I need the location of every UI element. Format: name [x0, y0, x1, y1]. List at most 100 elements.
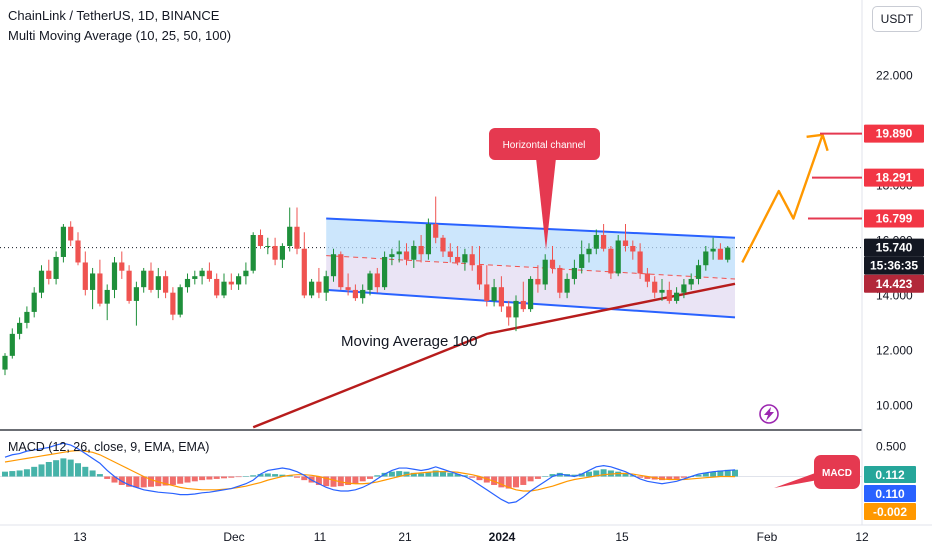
candle-body: [593, 235, 599, 249]
candle-body: [498, 287, 504, 307]
macd-histogram-bar: [23, 469, 30, 477]
callout-box: [489, 128, 600, 160]
candle-body: [557, 267, 563, 293]
macd-histogram-bar: [53, 460, 60, 477]
candle-body: [294, 226, 300, 249]
candle-body: [111, 262, 118, 290]
projection-arrowhead: [806, 133, 829, 152]
macd-histogram-bar: [622, 472, 629, 477]
macd-histogram-bar: [352, 476, 359, 484]
macd-histogram-bar: [534, 476, 541, 479]
candle-body: [695, 265, 702, 279]
candle-body: [615, 240, 621, 274]
macd-histogram-bar: [38, 464, 45, 477]
macd-histogram-bar: [724, 469, 731, 477]
candle-body: [571, 267, 577, 279]
macd-histogram-bar: [330, 476, 337, 487]
candle-body: [53, 256, 59, 279]
lightning-bolt: [764, 407, 774, 421]
candle-body: [236, 276, 242, 285]
candle-body: [688, 278, 694, 285]
macd-histogram-bar: [315, 476, 322, 485]
candle-body: [469, 254, 475, 266]
price-label-text: 16.799: [876, 212, 913, 226]
macd-histogram-bar: [607, 470, 614, 477]
candle-body: [637, 251, 643, 274]
macd-histogram-bar: [213, 476, 220, 479]
candle-body: [75, 240, 81, 263]
macd-histogram-bar: [418, 473, 425, 477]
macd-histogram-bar: [367, 476, 373, 479]
macd-histogram-bar: [242, 476, 249, 477]
candle-body: [411, 245, 417, 260]
time-tick-label: 15: [615, 530, 629, 544]
candle-body: [717, 248, 723, 260]
candle-body: [82, 262, 88, 290]
macd-histogram-bar: [710, 471, 717, 477]
candle-body: [666, 289, 672, 301]
macd-title: MACD (12, 26, close, 9, EMA, EMA): [8, 440, 210, 454]
macd-histogram-bar: [169, 476, 176, 485]
candle-body: [330, 254, 337, 277]
macd-histogram-bar: [702, 472, 709, 477]
price-label-text: 18.291: [876, 171, 913, 185]
candle-body: [163, 276, 169, 293]
macd-histogram-bar: [505, 476, 512, 489]
macd-line: [4, 442, 736, 504]
macd-histogram-bar: [374, 475, 381, 477]
candle-body: [564, 278, 570, 293]
macd-histogram-bar: [695, 474, 702, 477]
horizontal-channel-callout: Horizontal channel: [489, 128, 600, 250]
macd-histogram-bar: [148, 476, 154, 487]
callout-text: Horizontal channel: [503, 140, 586, 151]
candle-body: [272, 245, 278, 260]
candle-body: [170, 292, 176, 315]
macd-histogram-bar: [126, 476, 133, 487]
price-label-text: 19.890: [876, 127, 913, 141]
candle-body: [24, 311, 30, 323]
macd-histogram-bar: [184, 476, 191, 483]
candle-body: [447, 251, 453, 257]
candle-body: [506, 306, 512, 318]
macd-histogram-bar: [162, 476, 169, 486]
candle-body: [287, 226, 293, 246]
candle-body: [184, 278, 191, 288]
candle-body: [425, 224, 431, 255]
macd-histogram-bar: [60, 458, 67, 477]
candle-body: [257, 235, 264, 246]
candle-body: [133, 287, 139, 301]
macd-histogram-bar: [498, 476, 505, 488]
macd-histogram-bar: [440, 471, 446, 477]
candle-body: [520, 300, 526, 310]
symbol-title: ChainLink / TetherUS, 1D, BINANCE: [8, 8, 220, 23]
macd-histogram-bar: [16, 470, 23, 477]
candle-body: [513, 300, 519, 318]
macd-histogram-bar: [206, 476, 213, 480]
macd-histogram-bar: [673, 476, 680, 479]
candle-body: [681, 284, 687, 293]
candle-body: [126, 270, 132, 301]
macd-callout-pointer: [774, 472, 818, 488]
candles: [2, 196, 731, 376]
candle-body: [418, 245, 424, 255]
candle-body: [710, 248, 716, 252]
macd-histogram-bar: [177, 476, 184, 484]
macd-histogram-bar: [228, 476, 235, 478]
macd-histogram-bar: [191, 476, 198, 482]
candle-body: [316, 281, 322, 293]
candle-body: [601, 235, 607, 249]
currency-button[interactable]: USDT: [872, 6, 922, 32]
macd-histogram-bar: [111, 476, 118, 483]
macd-histogram-bar: [9, 471, 16, 477]
candle-body: [345, 287, 351, 290]
candle-body: [221, 281, 227, 296]
macd-label-box: [864, 485, 916, 502]
macd-histogram-bar: [571, 474, 578, 477]
candle-body: [177, 287, 183, 315]
price-label-text: 14.423: [876, 277, 913, 291]
macd-histogram-bar: [264, 473, 271, 477]
macd-histogram-bar: [294, 476, 300, 478]
candle-body: [31, 292, 37, 312]
